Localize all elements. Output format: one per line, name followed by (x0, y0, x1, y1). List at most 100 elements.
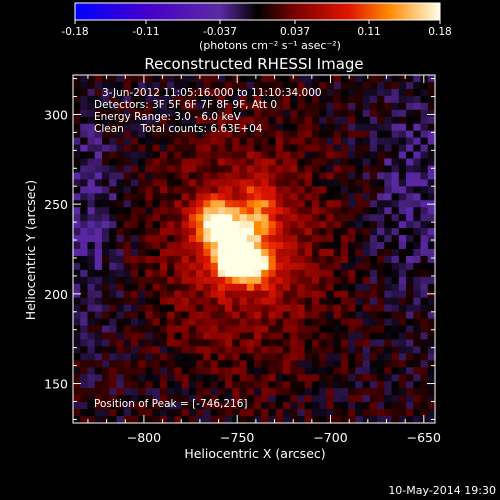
heatmap-cell (254, 416, 262, 424)
heatmap-cell (311, 179, 320, 187)
heatmap-cell (311, 88, 320, 97)
heatmap-cell (413, 75, 422, 83)
heatmap-cell (232, 193, 241, 201)
heatmap-cell (391, 325, 400, 334)
heatmap-cell (290, 353, 299, 361)
heatmap-cell (210, 388, 219, 396)
heatmap-cell (181, 381, 190, 389)
heatmap-cell (326, 221, 335, 229)
heatmap-cell (174, 123, 183, 132)
heatmap-cell (181, 402, 190, 410)
heatmap-cell (152, 249, 161, 257)
heatmap-cell (246, 179, 255, 187)
heatmap-cell (275, 283, 284, 292)
heatmap-cell (188, 388, 197, 396)
heatmap-cell (304, 75, 313, 83)
heatmap-cell (261, 172, 270, 180)
heatmap-cell (261, 200, 270, 208)
heatmap-cell (203, 339, 212, 348)
heatmap-cell (167, 276, 175, 285)
heatmap-cell (340, 88, 349, 97)
heatmap-cell (174, 311, 183, 320)
heatmap-cell (109, 353, 118, 361)
heatmap-cell (355, 221, 364, 229)
heatmap-cell (181, 95, 190, 104)
heatmap-cell (116, 221, 125, 229)
heatmap-cell (73, 276, 81, 285)
heatmap-cell (319, 200, 327, 208)
heatmap-cell (80, 353, 89, 361)
heatmap-cell (311, 353, 320, 361)
heatmap-cell (427, 249, 436, 257)
heatmap-cell (275, 123, 284, 132)
heatmap-cell (311, 102, 320, 111)
heatmap-cell (377, 116, 385, 125)
heatmap-cell (138, 311, 146, 320)
heatmap-cell (225, 381, 233, 389)
heatmap-cell (282, 346, 291, 354)
heatmap-cell (239, 165, 248, 174)
heatmap-cell (333, 144, 342, 153)
heatmap-cell (377, 214, 385, 222)
heatmap-cell (268, 158, 277, 167)
heatmap-cell (290, 262, 299, 271)
heatmap-cell (406, 262, 414, 271)
heatmap-cell (145, 158, 154, 167)
heatmap-cell (254, 360, 262, 368)
heatmap-cell (391, 123, 400, 132)
heatmap-cell (232, 325, 241, 334)
heatmap-cell (239, 374, 248, 382)
heatmap-cell (188, 374, 197, 382)
heatmap-cell (326, 179, 335, 187)
heatmap-cell (210, 123, 219, 132)
heatmap-cell (369, 123, 378, 132)
heatmap-cell (196, 186, 204, 194)
heatmap-cell (406, 395, 414, 403)
heatmap-cell (225, 88, 233, 97)
heatmap-cell (167, 283, 175, 292)
heatmap-cell (326, 214, 335, 222)
heatmap-cell (101, 402, 110, 410)
heatmap-cell (333, 137, 342, 146)
heatmap-cell (261, 228, 270, 236)
heatmap-cell (311, 109, 320, 118)
heatmap-cell (275, 130, 284, 139)
heatmap-cell (268, 179, 277, 187)
heatmap-cell (261, 130, 270, 139)
heatmap-cell (282, 130, 291, 139)
heatmap-cell (254, 283, 262, 292)
heatmap-cell (268, 297, 277, 306)
heatmap-cell (210, 228, 219, 236)
heatmap-cell (311, 290, 320, 299)
heatmap-cell (254, 262, 262, 271)
heatmap-cell (261, 207, 270, 215)
heatmap-cell (232, 416, 241, 424)
heatmap-cell (362, 81, 371, 90)
heatmap-cell (311, 283, 320, 292)
heatmap-cell (87, 381, 96, 389)
heatmap-cell (282, 81, 291, 90)
heatmap-cell (152, 360, 161, 368)
heatmap-cell (94, 381, 103, 389)
heatmap-cell (406, 102, 414, 111)
heatmap-cell (304, 235, 313, 243)
heatmap-cell (174, 151, 183, 160)
heatmap-cell (130, 353, 139, 361)
heatmap-cell (275, 200, 284, 208)
heatmap-cell (225, 81, 233, 90)
heatmap-cell (217, 353, 226, 361)
heatmap-cell (282, 409, 291, 417)
heatmap-cell (290, 186, 299, 194)
heatmap-cell (406, 402, 414, 410)
heatmap-cell (246, 311, 255, 320)
heatmap-cell (420, 325, 429, 334)
heatmap-cell (167, 416, 175, 424)
heatmap-cell (225, 388, 233, 396)
heatmap-cell (116, 242, 125, 250)
heatmap-cell (333, 102, 342, 111)
heatmap-cell (398, 109, 407, 118)
heatmap-cell (94, 151, 103, 160)
heatmap-cell (203, 395, 212, 403)
heatmap-cell (217, 276, 226, 285)
heatmap-cell (109, 262, 118, 271)
